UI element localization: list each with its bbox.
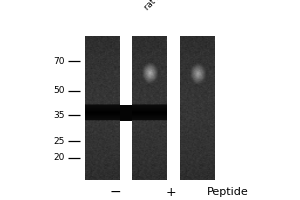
Text: 50: 50 bbox=[53, 86, 64, 95]
Bar bbox=[120, 105, 132, 121]
Text: +: + bbox=[166, 186, 176, 198]
Text: 20: 20 bbox=[53, 154, 64, 162]
Text: 70: 70 bbox=[53, 56, 64, 66]
Text: 35: 35 bbox=[53, 110, 64, 119]
Text: −: − bbox=[110, 185, 121, 199]
Text: rat spleen: rat spleen bbox=[142, 0, 180, 12]
Text: 25: 25 bbox=[53, 136, 64, 146]
Text: Peptide: Peptide bbox=[207, 187, 249, 197]
